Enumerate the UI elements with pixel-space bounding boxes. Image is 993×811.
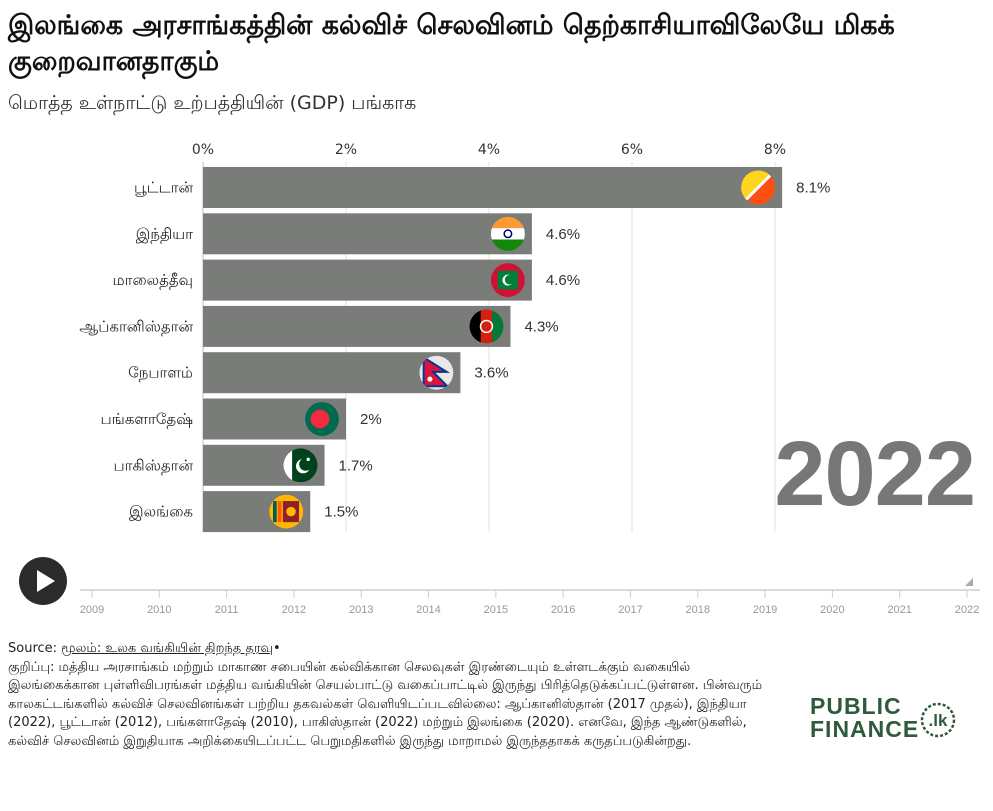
value-label: 2% <box>360 411 382 428</box>
bar[interactable] <box>203 167 783 208</box>
timeline-handle[interactable] <box>965 578 973 586</box>
publicfinance-logo: PUBLIC FINANCE .lk <box>810 695 970 745</box>
category-label: பூட்டான் <box>134 179 193 197</box>
timeline-year-label[interactable]: 2019 <box>753 604 777 616</box>
source-prefix: Source: <box>8 641 58 656</box>
category-label: பாகிஸ்தான் <box>113 456 193 474</box>
timeline-year-label[interactable]: 2022 <box>955 604 979 616</box>
timeline-year-label[interactable]: 2018 <box>686 604 710 616</box>
logo-line-2: FINANCE <box>810 716 920 742</box>
bar[interactable] <box>203 259 532 301</box>
timeline-year-label[interactable]: 2021 <box>887 604 911 616</box>
year-label: 2022 <box>774 423 976 525</box>
x-tick-label: 2% <box>335 142 357 158</box>
x-tick-label: 8% <box>764 142 786 158</box>
timeline-year-label[interactable]: 2011 <box>215 604 239 616</box>
bar[interactable] <box>203 352 461 394</box>
value-label: 1.5% <box>324 504 358 521</box>
timeline-year-label[interactable]: 2013 <box>349 604 373 616</box>
x-tick-label: 6% <box>621 142 643 158</box>
timeline-year-label[interactable]: 2014 <box>416 604 440 616</box>
afghanistan-flag-icon <box>469 309 504 344</box>
source-suffix: • <box>273 641 281 656</box>
nepal-flag-icon <box>419 355 454 390</box>
source-link[interactable]: மூலம்: உலக வங்கியின் திறந்த தரவு <box>61 641 273 656</box>
category-label: நேபாளம் <box>128 364 193 382</box>
category-label: ஆப்கானிஸ்தான் <box>79 317 193 335</box>
category-label: இந்தியா <box>136 225 193 243</box>
timeline-year-label[interactable]: 2012 <box>282 604 306 616</box>
pakistan-flag-icon <box>283 448 318 483</box>
note-text: குறிப்பு: மத்திய அரசாங்கம் மற்றும் மாகாண… <box>8 659 763 749</box>
value-label: 8.1% <box>796 180 830 197</box>
play-button[interactable] <box>19 557 67 605</box>
timeline-year-label[interactable]: 2015 <box>484 604 508 616</box>
logo-line-1: PUBLIC <box>810 693 902 719</box>
timeline-year-label[interactable]: 2016 <box>551 604 575 616</box>
category-label: பங்களாதேஷ் <box>101 410 193 428</box>
value-label: 1.7% <box>339 457 373 474</box>
chart-subtitle: மொத்த உள்நாட்டு உற்பத்தியின் (GDP) பங்கா… <box>8 92 417 114</box>
svg-text:.lk: .lk <box>929 711 948 730</box>
x-tick-label: 4% <box>478 142 500 158</box>
play-icon <box>37 570 55 592</box>
x-tick-label: 0% <box>192 142 214 158</box>
value-label: 4.3% <box>524 318 558 335</box>
bar[interactable] <box>203 213 532 255</box>
maldives-flag-icon <box>490 263 525 298</box>
india-flag-icon <box>490 216 525 251</box>
source-line: Source: மூலம்: உலக வங்கியின் திறந்த தரவு… <box>8 640 778 659</box>
sri-lanka-flag-icon <box>269 494 304 529</box>
timeline-year-label[interactable]: 2010 <box>147 604 171 616</box>
timeline-year-label[interactable]: 2017 <box>618 604 642 616</box>
category-label: இலங்கை <box>129 503 193 521</box>
value-label: 4.6% <box>546 272 580 289</box>
logo-badge-icon: .lk <box>920 702 956 738</box>
chart-title: இலங்கை அரசாங்கத்தின் கல்விச் செலவினம் தெ… <box>8 10 895 77</box>
bar-chart: 0% 2% 4% 6% 8% பூட்டான் 8.1% இந்தியா 4.6% மாலைத்த… <box>79 142 830 533</box>
value-label: 4.6% <box>546 226 580 243</box>
category-label: மாலைத்தீவு <box>113 271 193 289</box>
timeline-slider[interactable]: 2009 2010 2011 2012 2013 2014 2015 2016 2017 2018… <box>80 576 985 620</box>
timeline-year-label[interactable]: 2009 <box>80 604 104 616</box>
timeline-year-label[interactable]: 2020 <box>820 604 844 616</box>
footer: Source: மூலம்: உலக வங்கியின் திறந்த தரவு… <box>8 640 778 751</box>
bar[interactable] <box>203 305 511 347</box>
value-label: 3.6% <box>474 365 508 382</box>
bangladesh-flag-icon <box>305 402 339 436</box>
